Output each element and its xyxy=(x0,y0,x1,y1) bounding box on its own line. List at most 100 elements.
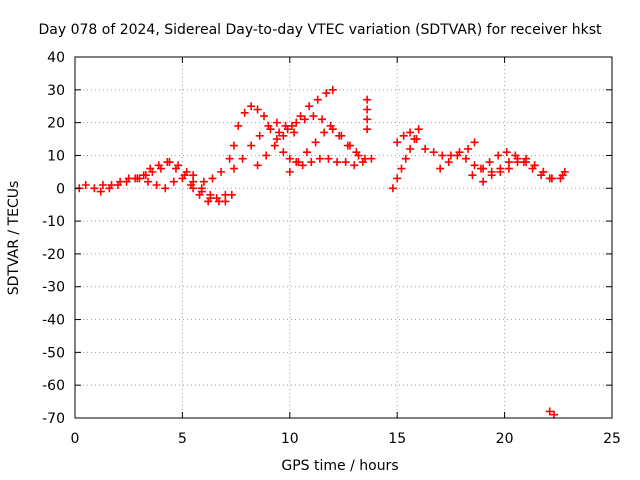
data-point xyxy=(363,105,372,114)
data-point xyxy=(197,187,206,196)
x-tick-label: 0 xyxy=(71,431,80,447)
data-point xyxy=(468,171,477,180)
plot-frame xyxy=(74,56,613,419)
data-point xyxy=(393,174,402,183)
data-point xyxy=(189,184,198,193)
data-points xyxy=(75,85,569,419)
y-tick-label: -10 xyxy=(42,214,65,230)
data-point xyxy=(453,151,462,160)
data-point xyxy=(225,154,234,163)
data-point xyxy=(421,144,430,153)
series-arc-09 xyxy=(253,85,337,170)
data-point xyxy=(363,125,372,134)
data-point xyxy=(270,141,279,150)
chart-title: Day 078 of 2024, Sidereal Day-to-day VTE… xyxy=(39,22,602,38)
data-point xyxy=(322,89,331,98)
data-point xyxy=(307,158,316,167)
data-point xyxy=(479,177,488,186)
y-tick-label: 10 xyxy=(47,148,65,164)
data-point xyxy=(292,118,301,127)
data-point xyxy=(105,184,114,193)
data-point xyxy=(363,95,372,104)
data-point xyxy=(412,135,421,144)
data-point xyxy=(464,144,473,153)
data-point xyxy=(154,161,163,170)
data-point xyxy=(290,128,299,137)
data-point xyxy=(300,115,309,124)
y-tick-label: -50 xyxy=(42,345,65,361)
y-tick-label: 30 xyxy=(47,83,65,99)
data-point xyxy=(199,177,208,186)
data-point xyxy=(545,407,554,416)
data-point xyxy=(313,95,322,104)
data-point xyxy=(180,171,189,180)
x-tick-label: 10 xyxy=(281,431,299,447)
data-point xyxy=(496,164,505,173)
data-point xyxy=(363,115,372,124)
y-tick-label: -60 xyxy=(42,378,65,394)
data-point xyxy=(98,180,107,189)
data-point xyxy=(337,131,346,140)
data-point xyxy=(429,148,438,157)
series-arc-06 xyxy=(199,141,238,186)
y-tick-label: -20 xyxy=(42,247,65,263)
data-point xyxy=(247,141,256,150)
series-arc-15 xyxy=(393,128,421,147)
data-point xyxy=(285,167,294,176)
data-point xyxy=(309,112,318,121)
data-point xyxy=(487,171,496,180)
data-point xyxy=(393,138,402,147)
data-point xyxy=(262,151,271,160)
y-tick-label: 0 xyxy=(56,181,65,197)
data-point xyxy=(311,138,320,147)
data-point xyxy=(436,164,445,173)
y-tick-label: 40 xyxy=(47,50,65,66)
data-point xyxy=(247,102,256,111)
axis-ticks xyxy=(74,56,613,419)
data-point xyxy=(227,190,236,199)
data-point xyxy=(169,177,178,186)
data-point xyxy=(90,184,99,193)
series-arc-08 xyxy=(229,118,299,173)
data-point xyxy=(122,177,131,186)
y-tick-label: -70 xyxy=(42,411,65,427)
data-point xyxy=(152,180,161,189)
data-point xyxy=(217,167,226,176)
data-point xyxy=(328,85,337,94)
data-point xyxy=(208,174,217,183)
data-point xyxy=(253,105,262,114)
data-point xyxy=(260,112,269,121)
data-point xyxy=(444,158,453,167)
data-point xyxy=(414,125,423,134)
data-point xyxy=(502,148,511,157)
data-point xyxy=(206,194,215,203)
data-point xyxy=(438,151,447,160)
data-point xyxy=(470,161,479,170)
data-point xyxy=(255,131,264,140)
data-point xyxy=(504,158,513,167)
series-arc-12 xyxy=(307,154,376,170)
y-tick-label: -40 xyxy=(42,313,65,329)
y-tick-label: 20 xyxy=(47,116,65,132)
data-point xyxy=(350,161,359,170)
data-point xyxy=(296,112,305,121)
data-point xyxy=(283,125,292,134)
series-arc-16 xyxy=(421,138,479,160)
data-point xyxy=(161,184,170,193)
data-point xyxy=(264,121,273,130)
x-tick-labels: 0 5 10 15 20 25 xyxy=(71,431,621,447)
series-arc-19 xyxy=(479,154,556,186)
data-point xyxy=(406,144,415,153)
data-point xyxy=(279,131,288,140)
data-point xyxy=(341,158,350,167)
data-point xyxy=(560,167,569,176)
data-point xyxy=(476,164,485,173)
data-point xyxy=(275,128,284,137)
series-arc-11 xyxy=(285,125,363,176)
data-point xyxy=(81,180,90,189)
data-point xyxy=(272,135,281,144)
series-arc-05 xyxy=(189,184,236,206)
data-point xyxy=(135,174,144,183)
data-point xyxy=(397,164,406,173)
